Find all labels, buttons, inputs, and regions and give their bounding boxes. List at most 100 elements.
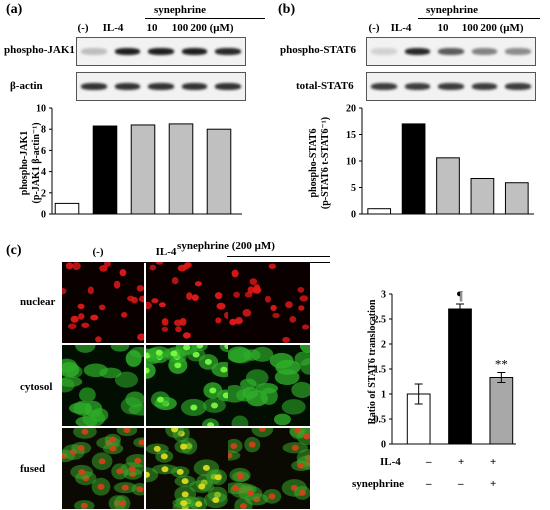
panel-a-lane-2: IL-4 [102,22,124,34]
chart-a-ylabel-line2: (p-JAK1 β-actin⁻¹) [31,122,42,203]
panel-a-header-line [145,18,265,19]
panel-b-lane-3: 10 [437,22,449,34]
blot-label-total-stat6: total-STAT6 [296,80,354,92]
chart-c: 0 0.5 1 1.5 2 2.5 3 ¶ ** [374,288,516,451]
actin-band-3 [148,83,174,90]
blot-label-beta-actin: β-actin [10,80,43,92]
treatment-row-synephrine-sign-1: – [426,478,432,490]
pjak1-band-2 [114,48,141,55]
tstat6-band-2 [404,83,431,90]
panel-c-subheader-line [227,256,330,257]
panel-c-label: (c) [6,243,22,258]
tstat6-band-3 [438,83,464,90]
micrograph-cells [62,262,144,343]
micrograph-nuclear-3 [228,262,310,343]
micrograph-cells [146,428,228,509]
chart-b-ylabel-line2: (p-STAT6 t-STAT6⁻¹) [320,117,331,209]
blot-phospho-stat6 [366,37,536,66]
chart-a-ylabel-line1: phospho-JAK1 [19,131,30,195]
micrograph-cytosol-3 [228,345,310,426]
treatment-row-synephrine-sign-2: – [458,478,464,490]
chart-b-ytick-label-4: 20 [346,104,356,115]
panel-a-lane-3: 10 [146,22,158,34]
pstat6-band-5 [505,48,531,55]
pjak1-band-5 [215,48,241,55]
row-label-nuclear: nuclear [20,296,56,308]
treatment-row-il4-label: IL-4 [380,456,401,468]
chart-a-bar-5 [206,128,232,215]
blot-total-stat6 [366,72,536,101]
chart-b-ytick-label-2: 10 [346,157,356,168]
pjak1-band-3 [148,48,174,55]
panel-a-treatment-header: synephrine [154,4,206,16]
blot-label-phospho-stat6: phospho-STAT6 [280,44,357,56]
chart-a-ytick-label-4: 8 [41,125,46,136]
micrograph-fused-3 [228,428,310,509]
micrograph-fused-1 [62,428,144,509]
chart-a: 0 2 4 6 8 10 [36,104,242,221]
micrograph-cells [228,428,310,509]
chart-a-ytick-label-2: 4 [41,167,46,178]
chart-b-ytick-label-3: 15 [346,130,356,141]
chart-b-bar-1 [367,208,392,215]
row-label-fused: fused [20,463,46,475]
chart-a-ytick-label-1: 2 [41,188,46,199]
chart-a-bar-2 [92,125,118,215]
pstat6-band-4 [471,48,498,55]
micrograph-cytosol-2 [146,345,228,426]
tstat6-band-5 [505,83,531,90]
panel-c-col-header-3: synephrine (200 μM) [177,240,275,252]
panel-b-treatment-header: synephrine [426,4,478,16]
blot-phospho-jak1 [76,37,246,66]
panel-c-col-header-2: IL-4 [155,246,177,258]
treatment-row-synephrine-label: synephrine [352,478,404,490]
chart-a-bar-1 [54,202,80,215]
chart-c-ytick-label-4: 2 [381,340,386,351]
chart-a-ytick-label-0: 0 [41,210,46,221]
chart-c-annotation-3: ** [495,357,508,372]
chart-a-ytick-label-3: 6 [41,146,46,157]
pstat6-band-2 [404,48,431,55]
tstat6-band-1 [371,83,397,90]
panel-b-label: (b) [278,2,296,17]
blot-beta-actin [76,72,246,101]
chart-b-bar-3 [436,157,460,215]
row-label-cytosol: cytosol [20,381,53,393]
micrograph-cells [146,262,228,339]
panel-a-label: (a) [6,2,23,17]
chart-c-annotation-2: ¶ [457,288,463,303]
micrograph-fused-2 [146,428,228,509]
treatment-row-il4-sign-3: + [490,456,497,468]
pstat6-band-3 [438,48,464,55]
actin-band-4 [181,83,208,90]
panel-a-lane-5: 200 (μM) [190,22,234,34]
chart-b-bar-5 [504,182,529,215]
micrograph-nuclear-2 [146,262,228,343]
panel-b-lane-4: 100 [461,22,479,34]
chart-c-ytick-label-2: 1 [381,390,386,401]
chart-a-ytick-label-5: 10 [36,104,46,115]
chart-c-ytick-label-3: 1.5 [374,365,387,376]
chart-c-ytick-label-6: 3 [381,290,386,301]
chart-c-ylabel: Ratio of STAT6 translocation [367,299,378,424]
tstat6-band-4 [471,83,498,90]
panel-a-lane-4: 100 [171,22,189,34]
micrograph-cells [62,428,144,509]
treatment-row-synephrine-sign-3: + [490,478,497,490]
pjak1-band-4 [181,48,208,55]
micrograph-cells [228,345,310,426]
chart-c-ytick-label-1: 0.5 [374,415,387,426]
pjak1-band-1 [81,48,107,55]
chart-c-ytick-label-5: 2.5 [374,315,387,326]
chart-b-ytick-label-1: 5 [351,183,356,194]
actin-band-2 [114,83,141,90]
actin-band-1 [81,83,107,90]
chart-b-bar-4 [470,177,495,215]
chart-a-bar-4 [168,123,194,215]
panel-b-lane-1: (-) [368,22,380,34]
treatment-row-il4-sign-1: – [426,456,432,468]
chart-b-ytick-label-0: 0 [351,210,356,221]
micrograph-cells [62,345,144,426]
actin-band-5 [215,83,241,90]
chart-b-ylabel-line1: phospho-STAT6 [308,128,319,197]
